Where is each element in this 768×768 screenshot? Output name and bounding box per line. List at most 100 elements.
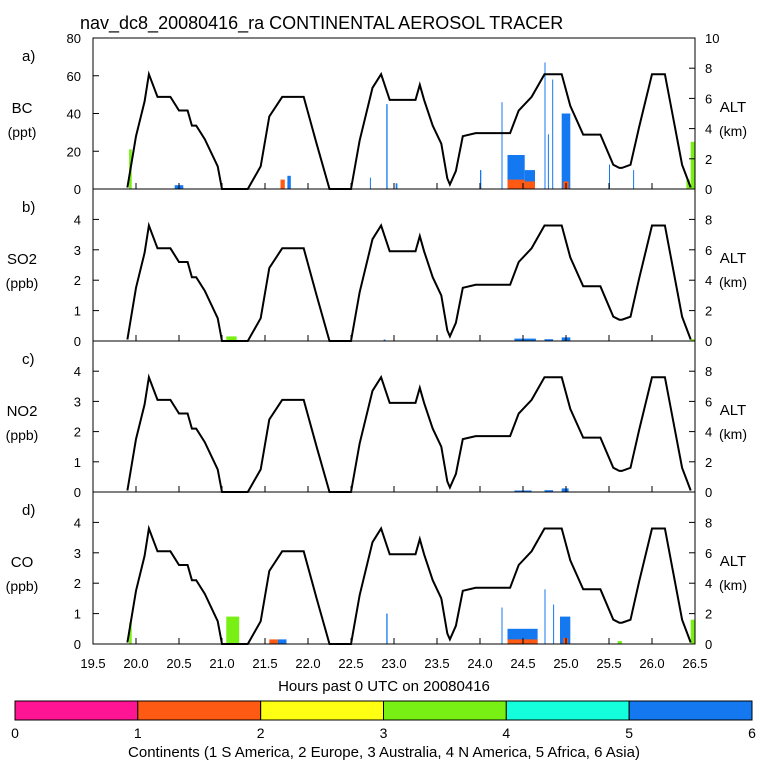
alt-axis-label: ALT xyxy=(720,402,746,419)
panel-letter: c) xyxy=(22,351,35,368)
data-bar xyxy=(544,62,546,189)
colorbar-tick-label: 4 xyxy=(502,725,510,741)
y-tick-label: 3 xyxy=(74,546,81,561)
x-tick-label: 24.0 xyxy=(467,656,492,671)
alt-tick-label: 4 xyxy=(705,425,712,440)
alt-tick-label: 0 xyxy=(705,485,712,500)
colorbar-tick-label: 5 xyxy=(625,725,633,741)
panels: 0204060800246810a)BC(ppt)ALT(km)01234024… xyxy=(6,31,747,652)
alt-tick-label: 2 xyxy=(705,152,712,167)
alt-tick-label: 0 xyxy=(705,637,712,652)
plot-frame xyxy=(92,188,696,342)
data-bar xyxy=(269,639,278,644)
data-bar xyxy=(690,619,695,644)
y-tick-label: 60 xyxy=(67,69,81,84)
alt-tick-label: 6 xyxy=(705,394,712,409)
alt-tick-label: 6 xyxy=(705,546,712,561)
data-bar xyxy=(544,490,554,492)
colorbar-segment xyxy=(383,700,507,721)
unit-label: (ppb) xyxy=(6,275,39,291)
data-bar xyxy=(386,104,388,189)
y-tick-label: 80 xyxy=(67,31,81,46)
x-tick-label: 20.0 xyxy=(123,656,148,671)
panel-letter: d) xyxy=(22,502,35,519)
colorbar-segment xyxy=(14,700,139,721)
colorbar-tick-label: 2 xyxy=(257,725,265,741)
x-tick-label: 23.0 xyxy=(381,656,406,671)
plot-frame xyxy=(92,37,696,190)
alt-axis-label: ALT xyxy=(720,99,746,116)
colorbar: 0 1 2 3 4 5 6 xyxy=(11,700,756,741)
data-bar xyxy=(544,339,554,341)
data-bar xyxy=(553,604,555,644)
unit-label: (ppb) xyxy=(6,578,39,594)
data-bar xyxy=(686,179,690,189)
y-tick-label: 1 xyxy=(74,455,81,470)
y-tick-label: 4 xyxy=(74,515,81,530)
data-bar xyxy=(690,141,695,189)
y-tick-label: 3 xyxy=(74,394,81,409)
data-bar xyxy=(507,179,525,189)
colorbar-tick-label: 0 xyxy=(11,725,19,741)
plot-frame xyxy=(92,491,696,645)
colorbar-tick-label: 6 xyxy=(748,725,756,741)
colorbar-tick-label: 3 xyxy=(380,725,388,741)
alt-axis-unit: (km) xyxy=(719,426,747,442)
y-tick-label: 1 xyxy=(74,607,81,622)
x-tick-label: 25.0 xyxy=(553,656,578,671)
altitude-line xyxy=(126,70,692,190)
data-bar xyxy=(552,79,554,189)
data-bar xyxy=(395,183,398,189)
panel-letter: a) xyxy=(22,48,35,65)
altitude-line xyxy=(126,524,692,645)
data-bar xyxy=(386,613,388,644)
data-bar xyxy=(129,622,132,644)
panel-d: 0 1 2 3 4 0 2 4 6 8 d) CO (ppb) ALT (km) xyxy=(6,491,747,652)
alt-tick-label: 4 xyxy=(705,273,712,288)
panel-c: 0 1 2 3 4 0 2 4 6 8 c) NO2 (ppb) ALT (km) xyxy=(6,340,747,500)
colorbar-segment xyxy=(505,700,630,721)
alt-axis-label: ALT xyxy=(720,250,746,267)
data-bar xyxy=(501,102,503,189)
chart-title: nav_dc8_20080416_ra CONTINENTAL AEROSOL … xyxy=(80,13,563,34)
data-bar xyxy=(280,179,285,189)
alt-tick-label: 8 xyxy=(705,61,712,76)
y-tick-label: 2 xyxy=(74,273,81,288)
alt-tick-label: 2 xyxy=(705,607,712,622)
plot-frame xyxy=(92,340,696,493)
species-label: CO xyxy=(11,554,34,571)
x-axis-label: Hours past 0 UTC on 20080416 xyxy=(278,678,490,695)
species-label: NO2 xyxy=(7,403,38,420)
colorbar-tick-label: 1 xyxy=(134,725,142,741)
x-tick-label: 20.5 xyxy=(166,656,191,671)
y-tick-label: 2 xyxy=(74,576,81,591)
colorbar-label: Continents (1 S America, 2 Europe, 3 Aus… xyxy=(128,744,640,761)
x-tick-label: 25.5 xyxy=(596,656,621,671)
colorbar-segment xyxy=(137,700,262,721)
data-bar xyxy=(501,607,503,644)
data-bar xyxy=(369,177,371,189)
alt-tick-label: 4 xyxy=(705,576,712,591)
x-tick-label: 24.5 xyxy=(510,656,535,671)
data-bar xyxy=(277,639,287,644)
y-tick-label: 4 xyxy=(74,364,81,379)
alt-tick-label: 2 xyxy=(705,455,712,470)
y-tick-label: 3 xyxy=(74,243,81,258)
alt-tick-label: 6 xyxy=(705,243,712,258)
alt-axis-unit: (km) xyxy=(719,577,747,593)
unit-label: (ppt) xyxy=(8,124,37,140)
data-bar xyxy=(561,488,569,492)
alt-tick-label: 0 xyxy=(705,182,712,197)
data-bar xyxy=(544,589,546,644)
data-bar xyxy=(226,616,240,644)
panel-b: 0 1 2 3 4 0 2 4 6 8 b) SO2 (ppb) ALT (km) xyxy=(6,188,747,349)
x-tick-label: 19.5 xyxy=(80,656,105,671)
x-tick-label: 21.0 xyxy=(209,656,234,671)
data-bar xyxy=(547,134,549,189)
alt-tick-label: 2 xyxy=(705,304,712,319)
data-bar xyxy=(561,113,571,189)
x-tick-label: 26.0 xyxy=(639,656,664,671)
y-tick-label: 0 xyxy=(74,637,81,652)
y-tick-label: 40 xyxy=(67,107,81,122)
x-tick-label: 26.5 xyxy=(682,656,707,671)
